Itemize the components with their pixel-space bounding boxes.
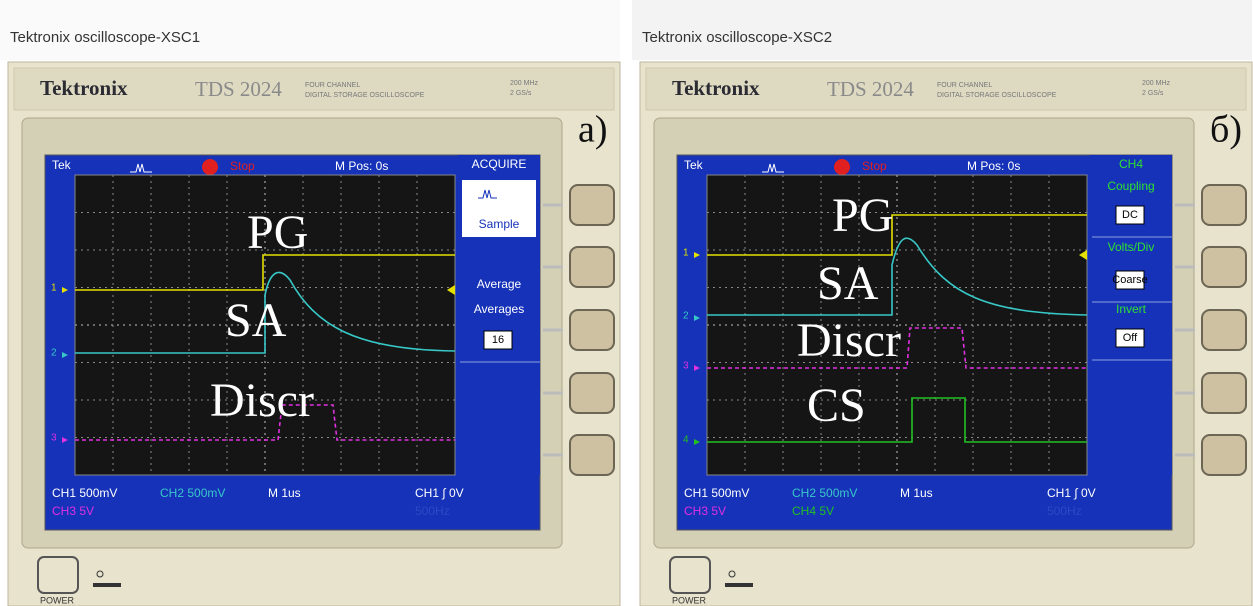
readout: CH1 ∫ 0V <box>415 486 464 500</box>
power-symbol <box>725 583 753 587</box>
menu-item: Average <box>477 277 522 291</box>
power-button[interactable] <box>670 557 710 593</box>
menu-button[interactable] <box>1202 435 1246 475</box>
trace-label: PG <box>247 206 308 259</box>
channel-marker: 4 <box>683 435 689 446</box>
run-status: Stop <box>230 159 255 173</box>
menu-button[interactable] <box>1202 373 1246 413</box>
power-label: POWER <box>672 595 707 605</box>
channel-marker: 3 <box>51 433 57 444</box>
menu-button[interactable] <box>1202 185 1246 225</box>
model: TDS 2024 <box>827 77 914 101</box>
menu-value: Coarse <box>1112 274 1147 286</box>
spec: 2 GS/s <box>1142 90 1164 97</box>
panel-label: а) <box>578 109 608 151</box>
oscilloscope-window: Tektronix oscilloscope-XSC2 Tektronix TDS … <box>632 0 1252 606</box>
menu-button[interactable] <box>570 373 614 413</box>
readout: 500Hz <box>1047 504 1082 518</box>
screen-tek: Tek <box>52 158 72 172</box>
window-title: Tektronix oscilloscope-XSC2 <box>642 29 832 46</box>
readout: CH2 500mV <box>160 486 225 500</box>
spec: 200 MHz <box>510 80 539 87</box>
channel-marker: 1 <box>683 248 689 259</box>
menu-item: Volts/Div <box>1108 240 1155 254</box>
channel-marker: 3 <box>683 361 689 372</box>
readout: M 1us <box>268 486 301 500</box>
menu-button[interactable] <box>1202 247 1246 287</box>
stop-indicator <box>202 159 218 175</box>
window-title: Tektronix oscilloscope-XSC1 <box>10 29 200 46</box>
spec: 200 MHz <box>1142 80 1171 87</box>
description: FOUR CHANNEL <box>305 82 360 89</box>
trace-label: SA <box>225 294 287 347</box>
menu-button[interactable] <box>1202 310 1246 350</box>
run-status: Stop <box>862 159 887 173</box>
screen-tek: Tek <box>684 158 704 172</box>
menu-button[interactable] <box>570 247 614 287</box>
channel-marker: 1 <box>51 283 57 294</box>
readout: CH4 5V <box>792 504 834 518</box>
power-label: POWER <box>40 595 75 605</box>
trace-label: PG <box>832 189 893 242</box>
readout: CH1 ∫ 0V <box>1047 486 1096 500</box>
menu-item: Coupling <box>1107 179 1154 193</box>
m-pos: M Pos: 0s <box>335 159 388 173</box>
menu-button[interactable] <box>570 185 614 225</box>
m-pos: M Pos: 0s <box>967 159 1020 173</box>
menu-button[interactable] <box>570 310 614 350</box>
screenshot: Tektronix oscilloscope-XSC1 Tektronix TDS … <box>0 0 1253 606</box>
readout: CH3 5V <box>684 504 726 518</box>
menu-value: DC <box>1122 209 1138 221</box>
menu-button[interactable] <box>570 435 614 475</box>
menu-item: Invert <box>1116 302 1147 316</box>
readout: CH1 500mV <box>684 486 749 500</box>
stop-indicator <box>834 159 850 175</box>
readout: CH1 500mV <box>52 486 117 500</box>
power-symbol <box>93 583 121 587</box>
model: TDS 2024 <box>195 77 282 101</box>
channel-marker: 2 <box>683 311 689 322</box>
brand: Tektronix <box>40 76 128 100</box>
trace-label: CS <box>807 379 866 432</box>
oscilloscope-window: Tektronix oscilloscope-XSC1 Tektronix TDS … <box>0 0 620 606</box>
menu-item: Sample <box>479 217 520 231</box>
readout: M 1us <box>900 486 933 500</box>
spec: 2 GS/s <box>510 90 532 97</box>
menu-value: Off <box>1123 332 1138 344</box>
trace-label: SA <box>817 257 879 310</box>
trace-label: Discr <box>797 314 901 367</box>
description: FOUR CHANNEL <box>937 82 992 89</box>
menu-value: 16 <box>492 334 504 346</box>
menu-item: Averages <box>474 302 524 316</box>
readout: CH2 500mV <box>792 486 857 500</box>
menu-title: ACQUIRE <box>472 157 527 171</box>
menu-title: CH4 <box>1119 157 1143 171</box>
power-button[interactable] <box>38 557 78 593</box>
panel-label: б) <box>1210 109 1242 151</box>
channel-marker: 2 <box>51 348 57 359</box>
readout: 500Hz <box>415 504 450 518</box>
brand: Tektronix <box>672 76 760 100</box>
description: DIGITAL STORAGE OSCILLOSCOPE <box>937 92 1057 99</box>
trace-label: Discr <box>210 374 314 427</box>
description: DIGITAL STORAGE OSCILLOSCOPE <box>305 92 425 99</box>
readout: CH3 5V <box>52 504 94 518</box>
